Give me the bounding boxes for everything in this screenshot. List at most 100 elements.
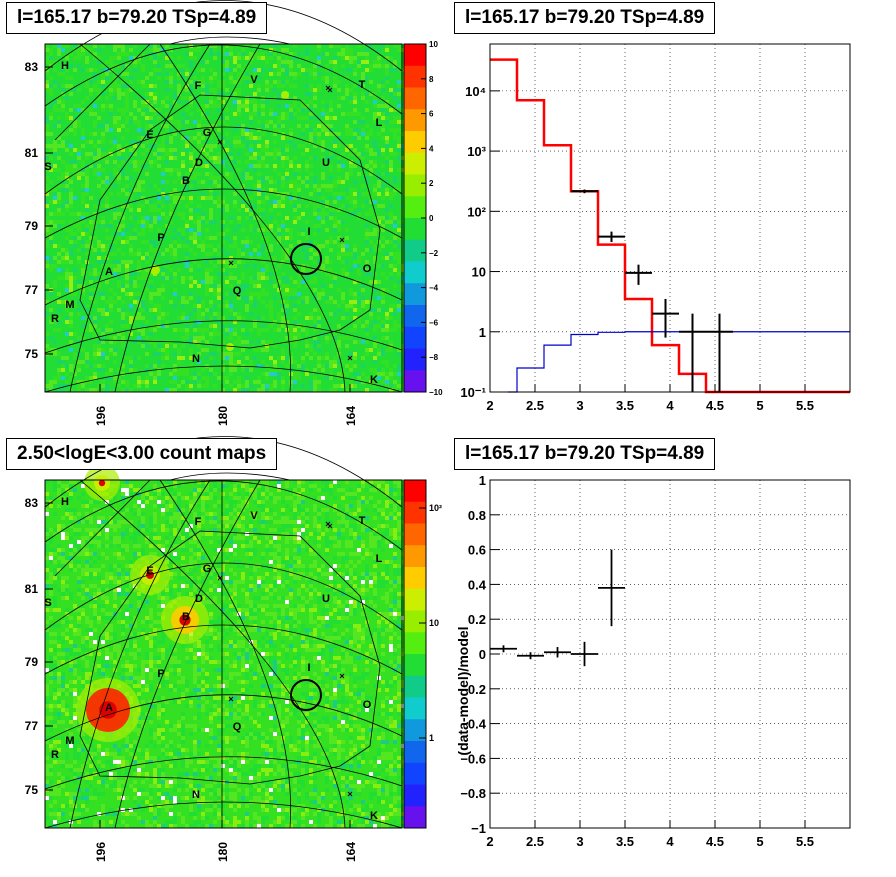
- map-pixel: [109, 192, 113, 196]
- map-pixel: [101, 112, 105, 116]
- map-pixel: [269, 160, 273, 164]
- map-pixel: [145, 124, 149, 128]
- map-pixel: [285, 164, 289, 168]
- map-pixel: [213, 84, 217, 88]
- map-pixel: [401, 116, 405, 120]
- map-pixel: [137, 96, 141, 100]
- map-pixel: [173, 68, 177, 72]
- map-pixel: [301, 236, 305, 240]
- map-pixel: [209, 132, 213, 136]
- map-pixel: [193, 116, 197, 120]
- map-pixel: [325, 144, 329, 148]
- map-pixel: [77, 108, 81, 112]
- map-pixel: [273, 224, 277, 228]
- map-pixel: [233, 136, 237, 140]
- map-pixel: [169, 136, 173, 140]
- map-pixel: [65, 148, 69, 152]
- map-pixel: [369, 204, 373, 208]
- map-pixel: [305, 124, 309, 128]
- map-pixel: [137, 88, 141, 92]
- map-pixel: [329, 196, 333, 200]
- map-pixel: [197, 56, 201, 60]
- map-pixel: [349, 248, 353, 252]
- map-pixel: [105, 56, 109, 60]
- map-pixel: [325, 76, 329, 80]
- map-pixel: [297, 192, 301, 196]
- map-pixel: [393, 216, 397, 220]
- map-pixel: [217, 204, 221, 208]
- map-pixel: [113, 164, 117, 168]
- map-pixel: [321, 224, 325, 228]
- map-pixel: [237, 240, 241, 244]
- map-pixel: [329, 164, 333, 168]
- map-pixel: [333, 144, 337, 148]
- map-pixel: [261, 116, 265, 120]
- map-pixel: [325, 124, 329, 128]
- map-pixel: [337, 236, 341, 240]
- map-pixel: [133, 192, 137, 196]
- map-pixel: [341, 100, 345, 104]
- map-pixel: [177, 164, 181, 168]
- map-pixel: [173, 184, 177, 188]
- map-pixel: [209, 240, 213, 244]
- map-pixel: [265, 228, 269, 232]
- map-pixel: [353, 116, 357, 120]
- map-pixel: [369, 136, 373, 140]
- map-pixel: [369, 88, 373, 92]
- map-pixel: [153, 112, 157, 116]
- map-pixel: [105, 232, 109, 236]
- map-pixel: [281, 200, 285, 204]
- map-pixel: [221, 180, 225, 184]
- map-pixel: [281, 136, 285, 140]
- map-pixel: [189, 244, 193, 248]
- map-pixel: [45, 84, 49, 88]
- map-pixel: [301, 168, 305, 172]
- map-pixel: [161, 56, 165, 60]
- map-pixel: [353, 212, 357, 216]
- map-pixel: [325, 180, 329, 184]
- map-pixel: [73, 112, 77, 116]
- map-pixel: [277, 124, 281, 128]
- map-pixel: [265, 240, 269, 244]
- map-pixel: [341, 204, 345, 208]
- map-pixel: [193, 176, 197, 180]
- map-pixel: [341, 116, 345, 120]
- map-pixel: [285, 52, 289, 56]
- map-pixel: [121, 56, 125, 60]
- map-pixel: [173, 264, 177, 268]
- map-pixel: [373, 168, 377, 172]
- map-pixel: [377, 72, 381, 76]
- map-pixel: [397, 68, 401, 72]
- map-pixel: [301, 148, 305, 152]
- map-pixel: [61, 88, 65, 92]
- map-pixel: [85, 128, 89, 132]
- map-pixel: [77, 164, 81, 168]
- map-pixel: [365, 52, 369, 56]
- map-pixel: [69, 232, 73, 236]
- residual-map-plot-area: [45, 44, 405, 392]
- map-pixel: [341, 80, 345, 84]
- map-pixel: [329, 252, 333, 256]
- map-pixel: [325, 168, 329, 172]
- map-pixel: [289, 128, 293, 132]
- map-pixel: [385, 104, 389, 108]
- map-pixel: [97, 52, 101, 56]
- map-pixel: [221, 128, 225, 132]
- map-pixel: [61, 220, 65, 224]
- map-pixel: [389, 256, 393, 260]
- map-pixel: [81, 60, 85, 64]
- map-pixel: [385, 132, 389, 136]
- map-pixel: [109, 140, 113, 144]
- map-pixel: [61, 228, 65, 232]
- map-pixel: [313, 104, 317, 108]
- map-pixel: [341, 120, 345, 124]
- map-pixel: [345, 44, 349, 48]
- map-pixel: [97, 128, 101, 132]
- map-pixel: [101, 56, 105, 60]
- map-pixel: [345, 188, 349, 192]
- map-pixel: [185, 152, 189, 156]
- map-pixel: [253, 52, 257, 56]
- map-pixel: [385, 188, 389, 192]
- map-pixel: [109, 84, 113, 88]
- map-pixel: [281, 176, 285, 180]
